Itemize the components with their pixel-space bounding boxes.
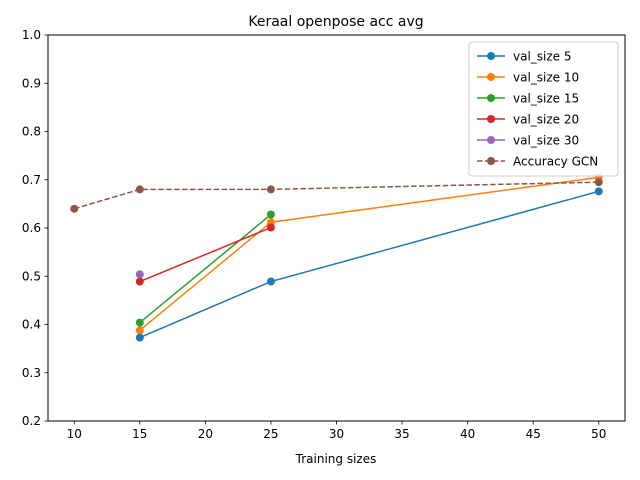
data-point-2-0 (135, 318, 144, 327)
data-point-2-1 (266, 210, 275, 219)
x-tick-label-0: 10 (67, 427, 82, 441)
legend-label-4: val_size 30 (513, 133, 579, 147)
y-axis: 0.2 0.3 0.4 0.5 0.6 0.7 0.8 0.9 1.0 (22, 28, 48, 428)
x-tick-label-1: 15 (132, 427, 147, 441)
legend-marker-5 (487, 157, 495, 165)
legend-label-0: val_size 5 (513, 49, 572, 63)
legend-marker-3 (487, 115, 495, 123)
data-point-5-1 (135, 185, 144, 194)
data-point-1-0 (135, 326, 144, 335)
legend: val_size 5 val_size 10 val_size 15 val_size… (468, 41, 619, 177)
legend-label-5: Accuracy GCN (513, 154, 598, 168)
x-tick-label-5: 35 (394, 427, 409, 441)
x-tick-label-7: 45 (526, 427, 541, 441)
legend-marker-2 (487, 94, 495, 102)
data-point-0-2 (594, 187, 603, 196)
series-line-2 (139, 213, 272, 324)
x-axis-label: Training sizes (295, 452, 377, 466)
y-tick-label-3: 0.5 (22, 269, 41, 283)
y-tick-label-2: 0.4 (22, 318, 41, 332)
legend-marker-1 (487, 73, 495, 81)
legend-box (468, 41, 619, 177)
y-tick-label-1: 0.3 (22, 366, 41, 380)
legend-label-2: val_size 15 (513, 91, 579, 105)
series-line-3 (139, 226, 272, 283)
data-point-5-2 (266, 185, 275, 194)
x-tick-label-3: 25 (263, 427, 278, 441)
y-tick-label-4: 0.6 (22, 221, 41, 235)
y-tick-label-7: 0.9 (22, 76, 41, 90)
legend-label-3: val_size 20 (513, 112, 579, 126)
data-point-5-3 (594, 178, 603, 187)
x-tick-label-6: 40 (460, 427, 475, 441)
y-tick-label-0: 0.2 (22, 414, 41, 428)
legend-label-1: val_size 10 (513, 70, 579, 84)
data-point-5-0 (70, 204, 79, 213)
data-point-4-0 (135, 270, 144, 279)
x-tick-label-4: 30 (329, 427, 344, 441)
data-point-0-0 (135, 333, 144, 342)
x-tick-label-8: 50 (591, 427, 606, 441)
series-line-5 (74, 181, 599, 210)
data-point-3-0 (135, 277, 144, 286)
legend-marker-4 (487, 136, 495, 144)
y-tick-label-5: 0.7 (22, 173, 41, 187)
data-point-3-1 (266, 223, 275, 232)
chart-title: Keraal openpose acc avg (248, 14, 423, 30)
y-tick-label-8: 1.0 (22, 28, 41, 42)
x-axis: 10 15 20 25 30 35 40 45 50 (67, 421, 606, 441)
x-tick-label-2: 20 (198, 427, 213, 441)
legend-marker-0 (487, 52, 495, 60)
data-point-0-1 (266, 277, 275, 286)
y-tick-label-6: 0.8 (22, 125, 41, 139)
